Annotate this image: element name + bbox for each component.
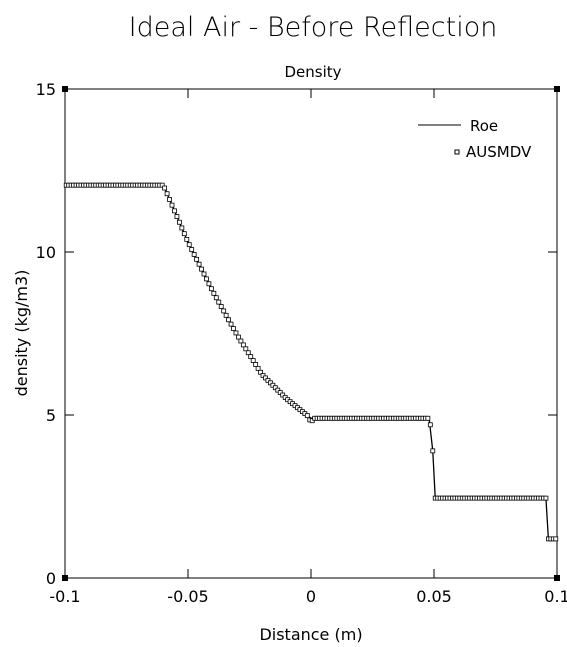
ausmdv-marker	[164, 191, 170, 197]
ausmdv-marker	[162, 185, 168, 191]
x-tick-label: 0.1	[544, 587, 567, 606]
legend-ausmdv-label: AUSMDV	[466, 143, 532, 161]
ausmdv-marker	[255, 365, 261, 371]
ausmdv-marker	[272, 385, 278, 391]
ausmdv-marker	[186, 242, 192, 248]
ausmdv-marker	[223, 312, 229, 318]
ausmdv-marker	[427, 422, 433, 428]
ausmdv-marker	[226, 317, 231, 323]
ausmdv-marker	[181, 231, 187, 237]
ausmdv-marker	[243, 346, 249, 352]
ausmdv-marker	[221, 308, 227, 314]
x-tick-label: -0.05	[167, 587, 208, 606]
ausmdv-marker	[216, 299, 222, 305]
ausmdv-marker	[179, 225, 185, 231]
ausmdv-marker	[159, 182, 165, 188]
ausmdv-marker	[191, 252, 197, 257]
legend-ausmdv-swatch	[454, 149, 460, 155]
ausmdv-marker	[201, 271, 207, 277]
legend-roe-label: Roe	[470, 117, 498, 135]
ausmdv-marker	[309, 418, 315, 424]
ausmdv-marker	[184, 236, 190, 242]
ausmdv-marker	[270, 382, 276, 388]
ausmdv-marker	[553, 536, 559, 542]
ausmdv-marker	[218, 304, 224, 309]
series-layer	[63, 182, 559, 542]
x-tick-label: 0	[306, 587, 316, 606]
ausmdv-marker	[248, 354, 254, 360]
y-tick-label: 0	[46, 569, 56, 588]
ausmdv-marker	[189, 247, 195, 252]
ausmdv-marker	[280, 392, 286, 398]
ausmdv-marker	[196, 261, 202, 267]
legend: Roe AUSMDV	[418, 117, 532, 161]
ausmdv-marker	[238, 338, 244, 344]
y-tick-label: 10	[36, 243, 56, 262]
series-roe-line	[65, 184, 557, 540]
ausmdv-marker	[260, 373, 266, 378]
x-axis: -0.1 -0.05 0 0.05 0.1	[49, 89, 567, 606]
ausmdv-marker	[430, 448, 436, 454]
ausmdv-marker	[304, 413, 310, 419]
y-axis: 0 5 10 15	[36, 80, 557, 588]
ausmdv-marker	[258, 369, 263, 375]
ausmdv-marker	[194, 256, 200, 262]
ausmdv-marker	[199, 266, 204, 272]
ausmdv-marker	[250, 358, 256, 363]
ausmdv-marker	[206, 281, 212, 287]
y-tick-label: 5	[46, 406, 56, 425]
y-tick-label: 15	[36, 80, 56, 99]
ausmdv-marker	[233, 330, 239, 336]
chart-title: Ideal Air - Before Reflection	[129, 12, 498, 43]
ausmdv-marker	[275, 387, 281, 393]
ausmdv-marker	[268, 380, 273, 386]
ausmdv-marker	[231, 326, 236, 331]
ausmdv-marker	[543, 495, 549, 501]
x-tick-label: 0.05	[416, 587, 452, 606]
plot-frame	[64, 88, 558, 579]
ausmdv-marker	[265, 377, 271, 383]
ausmdv-marker	[277, 390, 283, 395]
ausmdv-marker	[204, 276, 209, 282]
ausmdv-marker	[208, 286, 214, 292]
ausmdv-marker	[236, 334, 241, 340]
ausmdv-marker	[240, 342, 246, 348]
ausmdv-marker	[425, 415, 431, 421]
chart-subtitle: Density	[284, 63, 341, 81]
ausmdv-marker	[211, 290, 217, 296]
ausmdv-marker	[172, 208, 177, 214]
ausmdv-marker	[253, 362, 259, 367]
ausmdv-marker	[213, 295, 219, 301]
ausmdv-marker	[228, 321, 234, 327]
ausmdv-marker	[245, 350, 251, 356]
x-tick-label: -0.1	[49, 587, 80, 606]
x-axis-label: Distance (m)	[259, 625, 362, 644]
ausmdv-marker	[263, 375, 268, 381]
ausmdv-marker	[176, 219, 182, 225]
ausmdv-marker	[167, 197, 172, 202]
ausmdv-marker	[174, 214, 180, 219]
ausmdv-marker	[169, 202, 175, 208]
y-axis-label: density (kg/m3)	[12, 270, 31, 397]
